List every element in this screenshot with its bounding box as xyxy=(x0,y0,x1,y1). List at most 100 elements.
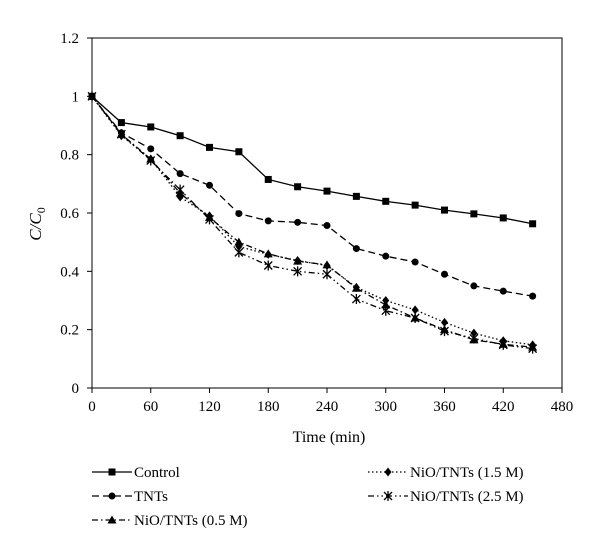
y-axis-label-subscript: 0 xyxy=(34,207,48,213)
data-point xyxy=(147,145,155,153)
data-point xyxy=(529,220,537,228)
data-point xyxy=(176,132,184,140)
data-point xyxy=(263,260,273,271)
x-tick-label: 420 xyxy=(492,399,515,415)
series-tnts xyxy=(88,92,537,300)
data-point xyxy=(441,206,448,214)
data-point xyxy=(323,187,331,195)
legend-label: Control xyxy=(134,465,180,481)
y-axis-label-main: C/C xyxy=(26,213,45,241)
legend-item-nio-tnts-1-5-m: NiO/TNTs (1.5 M) xyxy=(368,465,524,481)
data-point xyxy=(322,269,332,280)
y-axis-label: C/C0 xyxy=(26,207,48,240)
data-point xyxy=(206,143,213,151)
x-tick-label: 300 xyxy=(375,399,398,415)
data-point xyxy=(411,201,419,209)
legend: Control TNTs NiO/TNTs (0.5 M) NiO/TNTs (1.5… xyxy=(92,465,524,529)
legend-item-nio-tnts-0-5-m: NiO/TNTs (0.5 M) xyxy=(92,513,248,529)
data-point xyxy=(352,282,360,292)
y-tick-label: 0.4 xyxy=(60,264,79,280)
data-point xyxy=(175,184,185,195)
data-point xyxy=(235,242,243,252)
data-point xyxy=(381,305,391,316)
x-tick-label: 480 xyxy=(551,399,574,415)
legend-label: NiO/TNTs (0.5 M) xyxy=(134,513,248,529)
data-point xyxy=(235,210,243,218)
data-point xyxy=(234,247,244,258)
data-point xyxy=(470,328,478,338)
series-line-nio-tnts-0-5-m xyxy=(91,95,533,348)
data-point xyxy=(470,210,478,218)
series-nio-tnts-2-5-m xyxy=(87,91,538,354)
legend-marker xyxy=(107,515,117,524)
data-point xyxy=(499,214,507,222)
series-control xyxy=(88,92,537,228)
y-tick-label: 1 xyxy=(72,89,80,105)
x-tick-label: 360 xyxy=(433,399,456,415)
y-tick-label: 0.2 xyxy=(60,323,79,339)
x-tick-label: 0 xyxy=(88,399,96,415)
data-point xyxy=(498,339,508,350)
data-point xyxy=(294,256,302,266)
data-point xyxy=(499,287,507,295)
data-point xyxy=(264,217,272,225)
plot-area xyxy=(91,37,563,389)
legend-label: NiO/TNTs (1.5 M) xyxy=(410,465,524,481)
data-point xyxy=(264,249,272,259)
data-point xyxy=(176,170,184,178)
data-point xyxy=(352,245,360,253)
data-point xyxy=(147,123,155,131)
data-point xyxy=(411,305,419,315)
data-point xyxy=(441,270,448,278)
y-tick-label: 0 xyxy=(72,381,80,397)
legend-item-tnts: TNTs xyxy=(92,489,168,505)
data-point xyxy=(529,292,537,300)
x-axis: 0 60 120 180 240 300 360 420 480 xyxy=(88,388,573,415)
series-layer xyxy=(87,91,538,354)
series-line-control xyxy=(91,95,533,225)
legend-label: TNTs xyxy=(134,489,168,505)
series-line-tnts xyxy=(91,95,533,297)
legend-item-nio-tnts-2-5-m: NiO/TNTs (2.5 M) xyxy=(368,489,524,505)
data-point xyxy=(146,155,156,166)
data-point xyxy=(382,252,390,260)
legend-marker xyxy=(384,467,392,477)
data-point xyxy=(352,192,360,200)
y-tick-label: 1.2 xyxy=(60,31,79,47)
data-point xyxy=(382,296,390,305)
data-point xyxy=(411,258,419,266)
data-point xyxy=(323,261,331,270)
legend-item-control: Control xyxy=(92,465,180,481)
y-tick-label: 0.8 xyxy=(60,148,79,164)
data-point xyxy=(323,222,331,230)
data-point xyxy=(440,326,449,337)
data-point xyxy=(87,91,97,102)
series-nio-tnts-0-5-m xyxy=(87,91,538,351)
data-point xyxy=(469,333,479,344)
legend-marker xyxy=(108,492,116,500)
series-line-nio-tnts-2-5-m xyxy=(91,95,533,350)
legend-label: NiO/TNTs (2.5 M) xyxy=(410,489,524,505)
plot-border xyxy=(91,37,563,389)
data-point xyxy=(351,294,361,305)
x-tick-label: 120 xyxy=(198,399,221,415)
data-point xyxy=(117,119,125,127)
data-point xyxy=(470,282,478,290)
x-axis-label: Time (min) xyxy=(293,429,366,446)
data-point xyxy=(528,343,538,354)
data-point xyxy=(116,129,126,140)
data-point xyxy=(176,192,184,202)
data-point xyxy=(410,313,420,323)
data-point xyxy=(235,148,243,156)
legend-marker xyxy=(108,468,116,476)
y-tick-label: 0.6 xyxy=(60,206,79,222)
x-tick-label: 180 xyxy=(257,399,280,415)
x-tick-label: 240 xyxy=(316,399,339,415)
y-axis: 0 0.2 0.4 0.6 0.8 1 1.2 xyxy=(60,31,92,397)
data-point xyxy=(294,183,302,191)
series-nio-tnts-1-5-m xyxy=(88,91,537,350)
data-point xyxy=(264,175,272,183)
data-point xyxy=(205,214,214,225)
series-line-nio-tnts-1-5-m xyxy=(91,95,533,346)
